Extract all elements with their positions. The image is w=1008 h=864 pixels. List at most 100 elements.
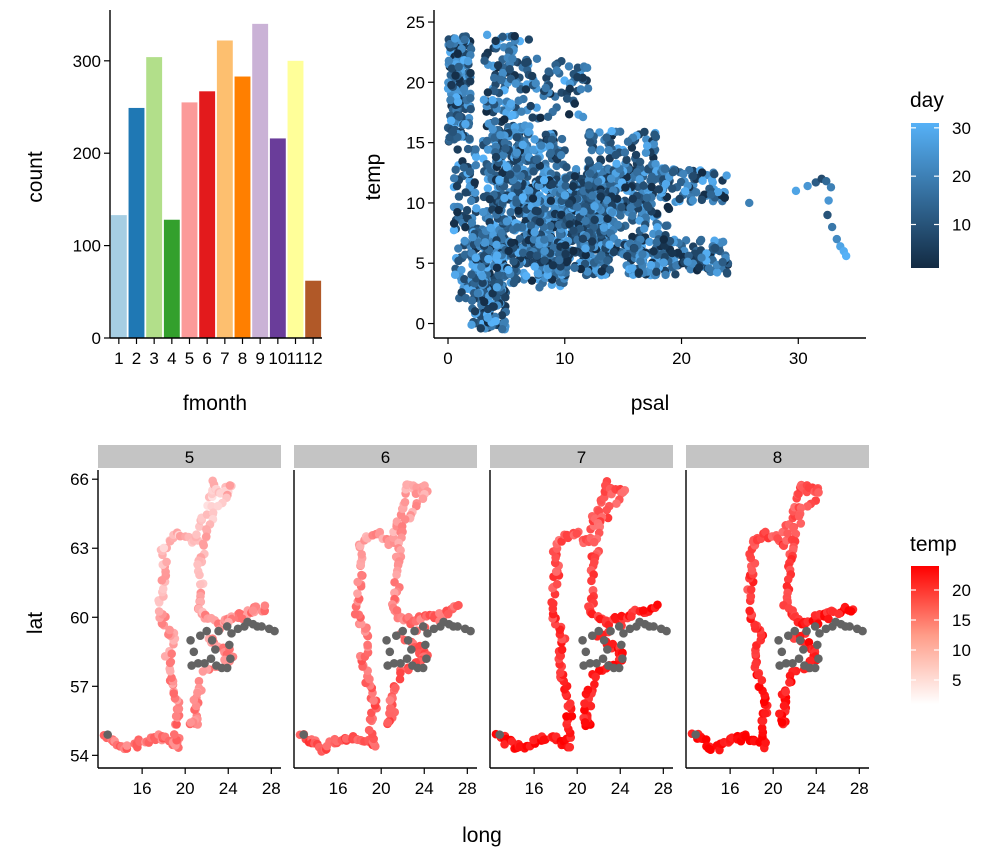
- map-point: [158, 584, 168, 594]
- scatter-point: [584, 156, 593, 165]
- map-point-missing: [206, 654, 216, 663]
- scatter-point: [564, 110, 574, 119]
- map-point-missing: [418, 622, 428, 631]
- scatter-point: [590, 202, 599, 211]
- scatter-point: [587, 237, 597, 246]
- bar-x-tick-label: 12: [304, 349, 323, 368]
- map-point-missing: [810, 663, 820, 673]
- scatter-point: [576, 85, 586, 94]
- scatter-point: [630, 244, 639, 253]
- scatter-point: [504, 246, 513, 256]
- scatter-point: [522, 271, 531, 281]
- scatter-point: [572, 203, 582, 212]
- map-point-missing: [581, 647, 591, 657]
- map-point-missing: [592, 658, 601, 668]
- facet-x-tick-label: 24: [611, 779, 630, 798]
- map-point-missing: [585, 658, 595, 668]
- scatter-point: [530, 135, 539, 144]
- map-point: [165, 625, 174, 635]
- scatter-point: [466, 104, 475, 114]
- map-point-missing: [617, 640, 626, 650]
- map-point: [500, 740, 509, 749]
- map-point: [248, 606, 258, 615]
- scatter-point: [492, 263, 502, 272]
- scatter-point: [651, 159, 660, 169]
- scatter-point: [573, 63, 582, 72]
- map-point: [159, 543, 169, 553]
- scatter-point: [449, 174, 459, 183]
- scatter-point: [523, 57, 532, 67]
- scatter-point: [605, 240, 614, 249]
- map-point: [392, 606, 402, 615]
- scatter-point: [512, 198, 521, 207]
- scatter-y-tick-label: 20: [406, 73, 425, 92]
- scatter-point: [498, 68, 508, 78]
- scatter-point: [640, 127, 649, 137]
- map-point-missing: [603, 645, 612, 654]
- map-point: [369, 696, 378, 705]
- map-point: [418, 494, 428, 503]
- map-point-missing: [422, 654, 431, 663]
- scatter-point: [626, 203, 635, 213]
- map-point: [171, 711, 181, 721]
- map-point-missing: [821, 624, 831, 634]
- scatter-point: [645, 237, 654, 247]
- scatter-point: [533, 269, 543, 278]
- scatter-point: [671, 270, 680, 279]
- scatter-point: [704, 264, 714, 273]
- scatter-point: [583, 84, 593, 93]
- facet-month-6: 6 16 20 24 28: [293, 445, 477, 798]
- scatter-point: [461, 223, 470, 232]
- bar-x-tick-label: 11: [287, 349, 305, 368]
- scatter-point: [541, 83, 550, 93]
- map-point: [806, 656, 815, 665]
- map-point-missing: [391, 631, 401, 640]
- map-point-missing: [226, 654, 235, 663]
- scatter-point: [584, 181, 593, 190]
- scatter-point: [710, 169, 719, 179]
- map-point: [758, 716, 768, 726]
- scatter-point: [478, 207, 488, 217]
- map-point: [567, 711, 577, 721]
- scatter-point: [536, 113, 545, 122]
- map-point: [580, 718, 590, 727]
- bar-y-tick-label: 300: [73, 52, 101, 71]
- scatter-point: [492, 251, 502, 260]
- scatter-point: [514, 96, 523, 105]
- scatter-point: [539, 175, 549, 185]
- scatter-point: [642, 141, 652, 151]
- map-point: [167, 673, 176, 683]
- scatter-point: [607, 126, 616, 136]
- map-point-missing: [606, 626, 615, 636]
- map-point: [396, 545, 405, 555]
- map-point: [353, 577, 362, 587]
- scatter-point: [563, 256, 572, 266]
- map-point-missing: [423, 629, 432, 638]
- map-x-axis-title: long: [462, 824, 502, 847]
- scatter-point: [668, 184, 677, 193]
- map-point: [745, 606, 754, 616]
- map-point-missing: [418, 663, 428, 673]
- map-point: [587, 576, 596, 586]
- map-point: [591, 672, 600, 682]
- scatter-point: [562, 94, 572, 103]
- scatter-axes: 0 10 20 30 0 5 10 15 20 25: [406, 10, 866, 368]
- scatter-point: [632, 167, 642, 177]
- map-point-missing: [403, 635, 413, 645]
- scatter-point: [483, 145, 493, 154]
- scatter-point: [471, 253, 481, 263]
- map-y-tick-label: 60: [70, 608, 89, 627]
- map-point-missing: [813, 640, 822, 650]
- scatter-point: [650, 130, 659, 139]
- scatter-point: [453, 145, 462, 154]
- scatter-point: [463, 144, 473, 154]
- scatter-point: [698, 176, 707, 185]
- map-point-missing: [439, 617, 448, 627]
- scatter-point: [560, 191, 570, 200]
- map-point-missing: [396, 658, 405, 668]
- map-point-missing: [802, 626, 811, 636]
- facet-x-tick-label: 28: [850, 779, 869, 798]
- map-point: [777, 718, 787, 727]
- scatter-point: [467, 218, 477, 227]
- scatter-point: [535, 283, 544, 292]
